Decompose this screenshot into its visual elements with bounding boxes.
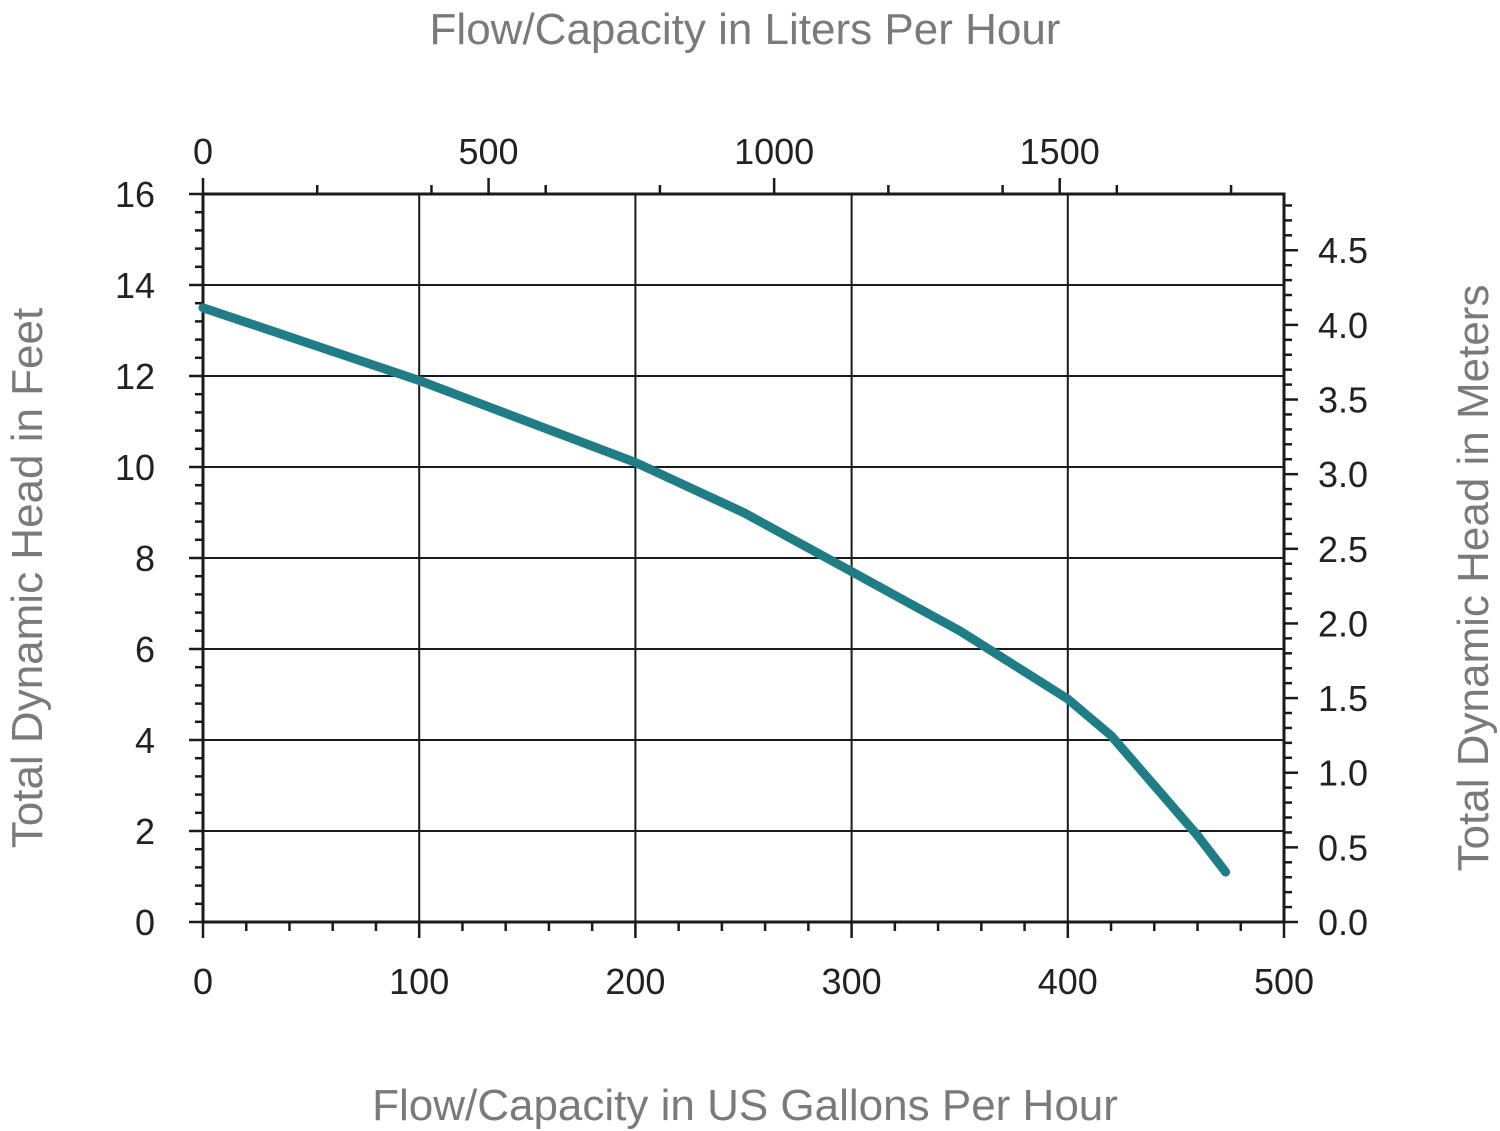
left-axis-tick-label: 16	[115, 174, 155, 215]
top-axis-tick-label: 500	[459, 131, 519, 172]
top-axis-title: Flow/Capacity in Liters Per Hour	[430, 5, 1061, 54]
bottom-axis-title: Flow/Capacity in US Gallons Per Hour	[372, 1081, 1118, 1130]
left-axis-tick-label: 8	[135, 538, 155, 579]
top-axis-tick-label: 1500	[1020, 131, 1100, 172]
left-axis-tick-label: 0	[135, 902, 155, 943]
left-axis-tick-label: 2	[135, 811, 155, 852]
left-axis-tick-label: 10	[115, 447, 155, 488]
left-axis-tick-label: 4	[135, 720, 155, 761]
left-axis-tick-label: 6	[135, 629, 155, 670]
right-axis-tick-label: 2.5	[1318, 529, 1368, 570]
bottom-axis-tick-label: 500	[1254, 961, 1314, 1002]
right-axis-tick-label: 3.0	[1318, 454, 1368, 495]
left-axis-tick-label: 12	[115, 356, 155, 397]
series-layer	[198, 303, 1231, 877]
bottom-axis-tick-label: 0	[193, 961, 213, 1002]
tick-labels: 0 100 200 300 400 500 0 500 1000 1500 0 2 4 6 8 10 12 14 1…	[115, 131, 1368, 1002]
right-axis-tick-label: 2.0	[1318, 603, 1368, 644]
grid-lines	[203, 194, 1284, 922]
bottom-axis-tick-label: 300	[822, 961, 882, 1002]
right-axis-tick-label: 4.5	[1318, 230, 1368, 271]
right-axis-tick-label: 0.5	[1318, 827, 1368, 868]
right-axis-tick-label: 3.5	[1318, 380, 1368, 421]
right-axis-tick-label: 1.5	[1318, 678, 1368, 719]
right-axis-title: Total Dynamic Head in Meters	[1449, 285, 1498, 872]
left-axis-title: Total Dynamic Head in Feet	[3, 308, 52, 848]
right-axis-tick-label: 4.0	[1318, 305, 1368, 346]
right-axis-tick-label: 1.0	[1318, 753, 1368, 794]
plot-frame	[201, 192, 1286, 924]
left-axis-tick-label: 14	[115, 265, 155, 306]
right-axis-tick-label: 0.0	[1318, 902, 1368, 943]
top-axis-tick-label: 1000	[734, 131, 814, 172]
bottom-axis-tick-label: 400	[1038, 961, 1098, 1002]
bottom-axis-tick-label: 100	[389, 961, 449, 1002]
top-axis-tick-label: 0	[193, 131, 213, 172]
bottom-axis-tick-label: 200	[605, 961, 665, 1002]
performance-curve-line	[198, 303, 1231, 877]
